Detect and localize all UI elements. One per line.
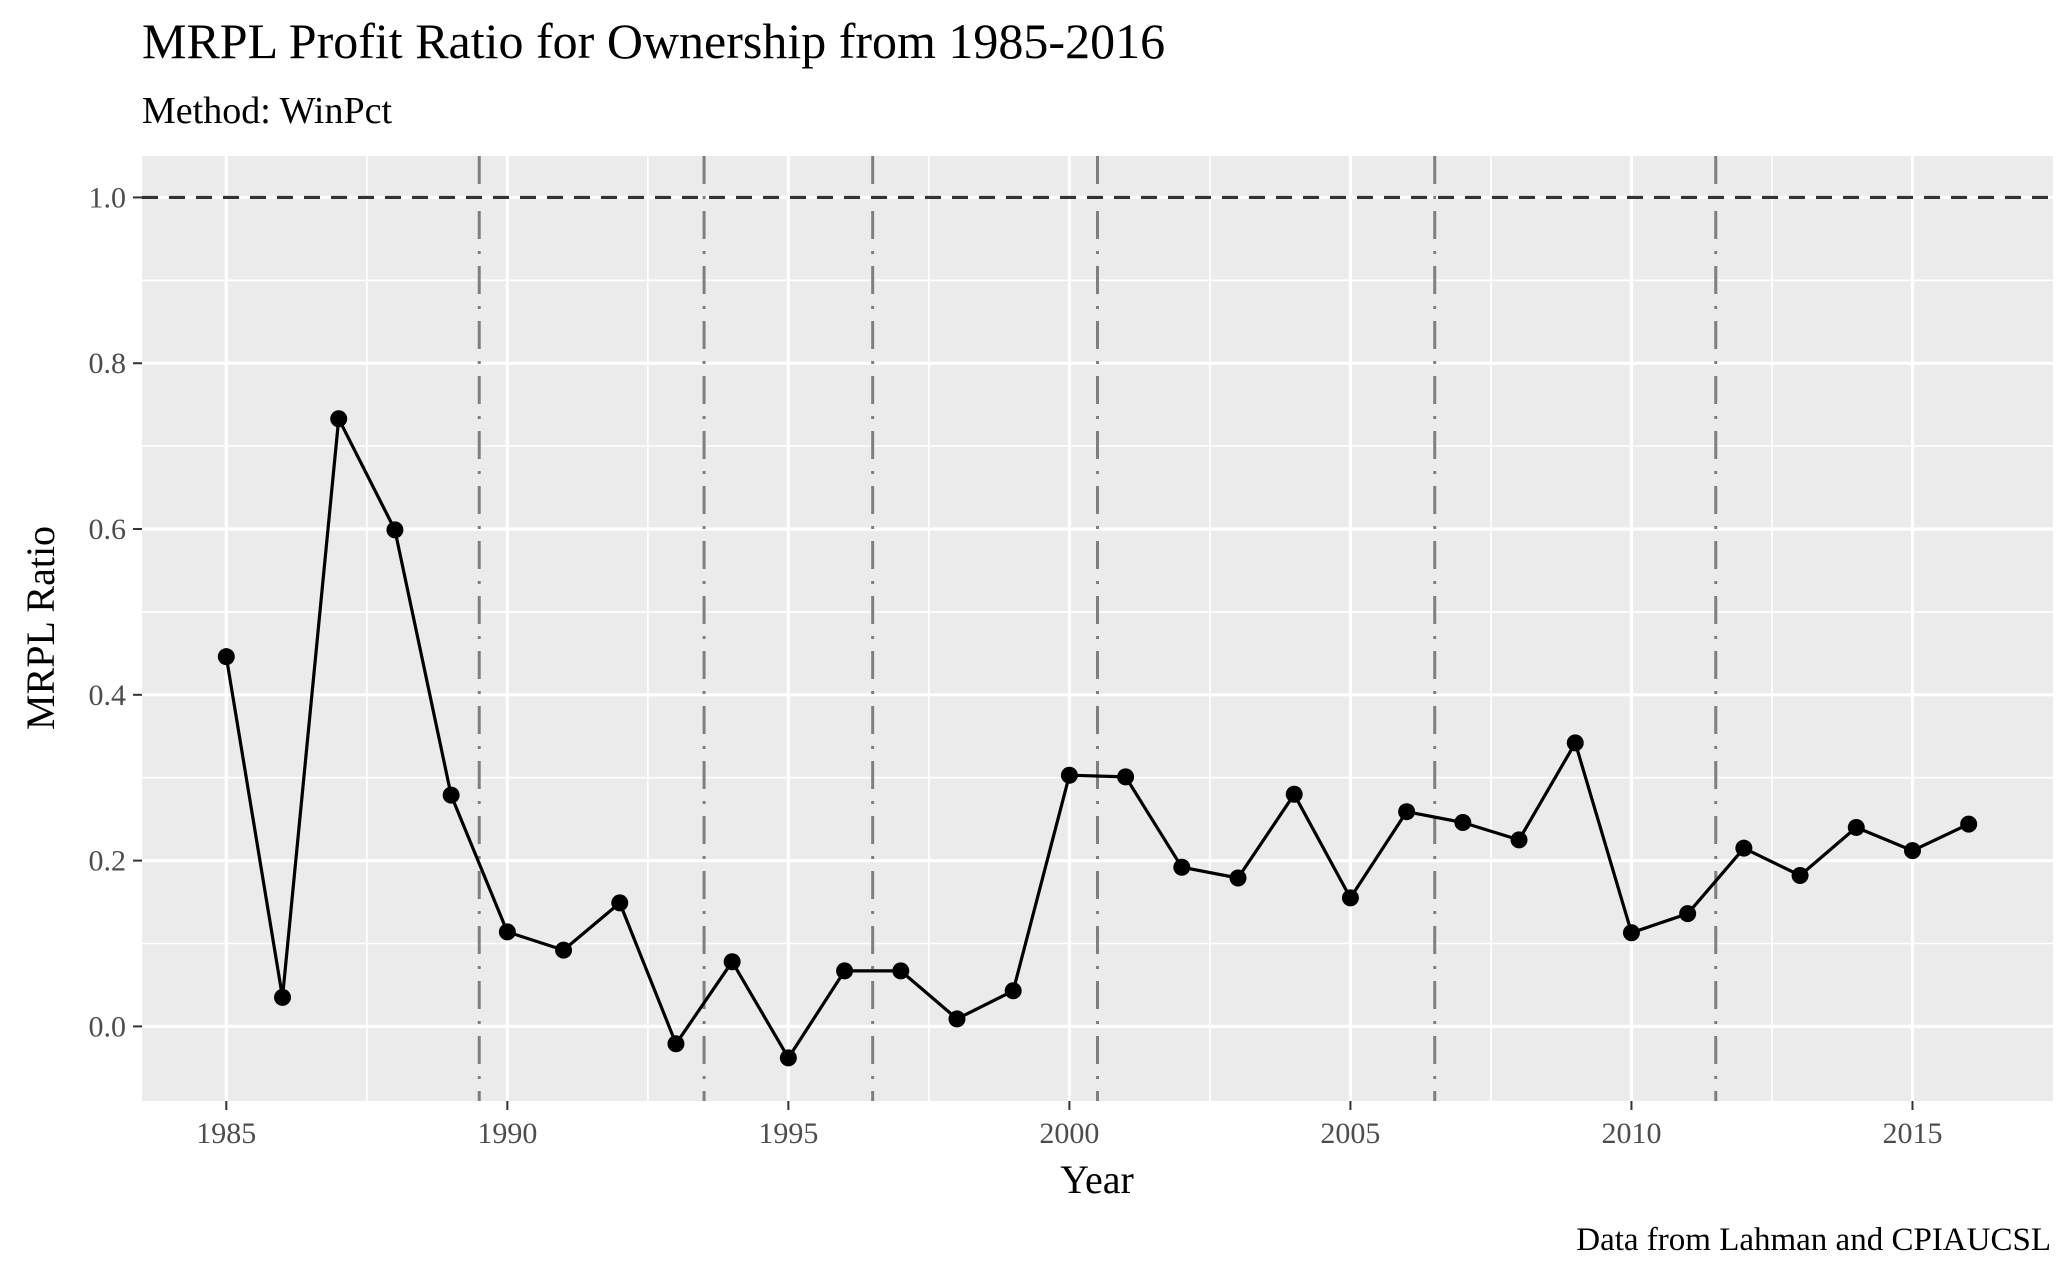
data-point [723, 953, 741, 971]
data-point [442, 786, 460, 804]
data-point [1960, 815, 1978, 833]
y-axis-title: MRPL Ratio [18, 526, 63, 730]
data-point [1341, 889, 1359, 907]
y-tick-label: 0.0 [89, 1010, 127, 1043]
y-tick-label: 1.0 [89, 181, 127, 214]
data-point [1679, 905, 1697, 923]
data-point [1454, 813, 1472, 831]
data-point [1510, 831, 1528, 849]
x-axis-title: Year [1060, 1157, 1134, 1202]
data-point [1791, 867, 1809, 885]
event-lines [477, 156, 1718, 1101]
data-point [217, 648, 235, 666]
chart-title: MRPL Profit Ratio for Ownership from 198… [142, 13, 1165, 69]
data-point [498, 923, 516, 941]
x-tick-label: 2000 [1039, 1117, 1099, 1150]
data-point [386, 521, 404, 539]
data-point [948, 1010, 966, 1028]
chart-caption: Data from Lahman and CPIAUCSL [1576, 1222, 2051, 1258]
data-point [555, 941, 573, 959]
x-tick-label: 2015 [1882, 1117, 1942, 1150]
data-point [1398, 803, 1416, 821]
data-point [836, 962, 854, 980]
y-axis: 0.0 0.2 0.4 0.6 0.8 1.0 [89, 181, 142, 1043]
data-point [1847, 818, 1865, 836]
x-tick-label: 1995 [758, 1117, 818, 1150]
data-point [330, 410, 348, 428]
x-tick-label: 2005 [1320, 1117, 1380, 1150]
x-tick-label: 2010 [1601, 1117, 1661, 1150]
data-point [1285, 785, 1303, 803]
series-line [224, 417, 1970, 1060]
data-point [779, 1049, 797, 1067]
plot-panel [142, 156, 2053, 1101]
data-point [667, 1035, 685, 1053]
y-tick-label: 0.8 [89, 347, 127, 380]
x-axis: 1985 1990 1995 2000 2005 2010 2015 [196, 1101, 1942, 1150]
data-point [1060, 766, 1078, 784]
data-point [1903, 842, 1921, 860]
x-tick-label: 1990 [477, 1117, 537, 1150]
data-point [892, 962, 910, 980]
y-tick-label: 0.4 [89, 679, 127, 712]
series-points [217, 410, 1978, 1067]
data-point [1566, 734, 1584, 752]
y-tick-label: 0.2 [89, 845, 127, 878]
chart-subtitle: Method: WinPct [142, 90, 392, 132]
data-point [1229, 869, 1247, 887]
x-tick-label: 1985 [196, 1117, 256, 1150]
data-point [1735, 839, 1753, 857]
data-point [1622, 924, 1640, 942]
data-point [1004, 982, 1022, 1000]
data-point [1117, 768, 1135, 786]
data-point [274, 988, 292, 1006]
y-tick-label: 0.6 [89, 513, 127, 546]
data-point [611, 894, 629, 912]
grid-major [142, 156, 2053, 1101]
data-point [1173, 858, 1191, 876]
